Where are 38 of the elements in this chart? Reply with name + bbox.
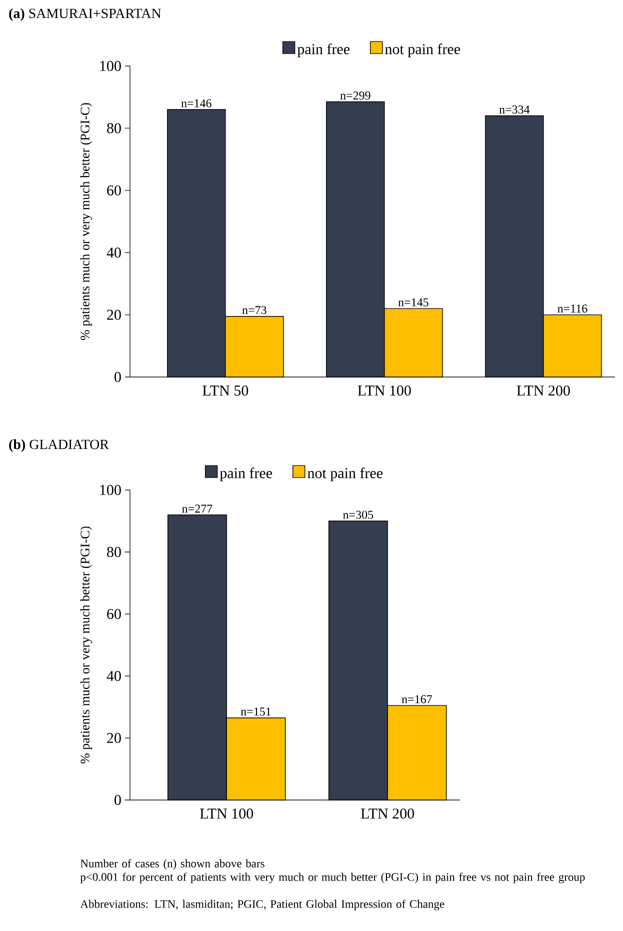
- annotation: n=151: [240, 708, 271, 716]
- y-tick-label: 20: [107, 310, 121, 320]
- annotation: n=116: [558, 304, 588, 313]
- annotation: n=277: [182, 504, 212, 513]
- y-axis-title: % patients much or very much better (PGI-C): [80, 526, 92, 764]
- text: Number of cases (n) shown above bars: [80, 859, 264, 870]
- text: Abbreviations: LTN, lasmiditan; PGIC, Patient Global Impression of Change: [80, 900, 444, 910]
- y-tick-label: 100: [100, 60, 121, 72]
- x-tick-label: LTN 200: [516, 386, 570, 396]
- x-tick-label: LTN 100: [200, 808, 254, 819]
- chart-title: (b) GLADIATOR: [9, 439, 109, 452]
- annotation: n=73: [242, 306, 266, 314]
- y-tick-label: 0: [114, 372, 121, 382]
- x-tick-label: LTN 100: [358, 386, 411, 396]
- chart-title: (a) SAMURAI+SPARTAN: [9, 8, 162, 21]
- x-tick-label: LTN 200: [360, 808, 414, 819]
- legend-label: not pain free: [385, 44, 460, 58]
- x-tick-label: LTN 50: [202, 386, 248, 396]
- y-tick-label: 80: [107, 123, 121, 134]
- annotation: n=146: [181, 99, 212, 108]
- y-axis-title: % patients much or very much better (PGI-C): [80, 103, 92, 340]
- y-tick-label: 60: [107, 608, 121, 620]
- y-tick-label: 40: [106, 670, 121, 682]
- legend-label: not pain free: [308, 468, 382, 482]
- annotation: n=299: [340, 91, 370, 100]
- annotation: n=145: [398, 298, 428, 306]
- y-tick-label: 40: [106, 248, 121, 258]
- text: p<0.001 for percent of patients with very much or much better (PGI-C) in pain free vs not pain free group: [80, 872, 585, 884]
- annotation: n=167: [402, 695, 432, 704]
- y-tick-label: 20: [107, 732, 121, 744]
- y-tick-label: 100: [100, 484, 121, 496]
- y-tick-label: 60: [107, 185, 121, 196]
- annotation: n=334: [499, 105, 530, 114]
- annotation: n=305: [343, 510, 374, 519]
- y-tick-label: 80: [107, 546, 121, 558]
- y-tick-label: 0: [114, 794, 121, 806]
- legend-label: pain free: [297, 44, 350, 58]
- legend-label: pain free: [220, 468, 272, 482]
